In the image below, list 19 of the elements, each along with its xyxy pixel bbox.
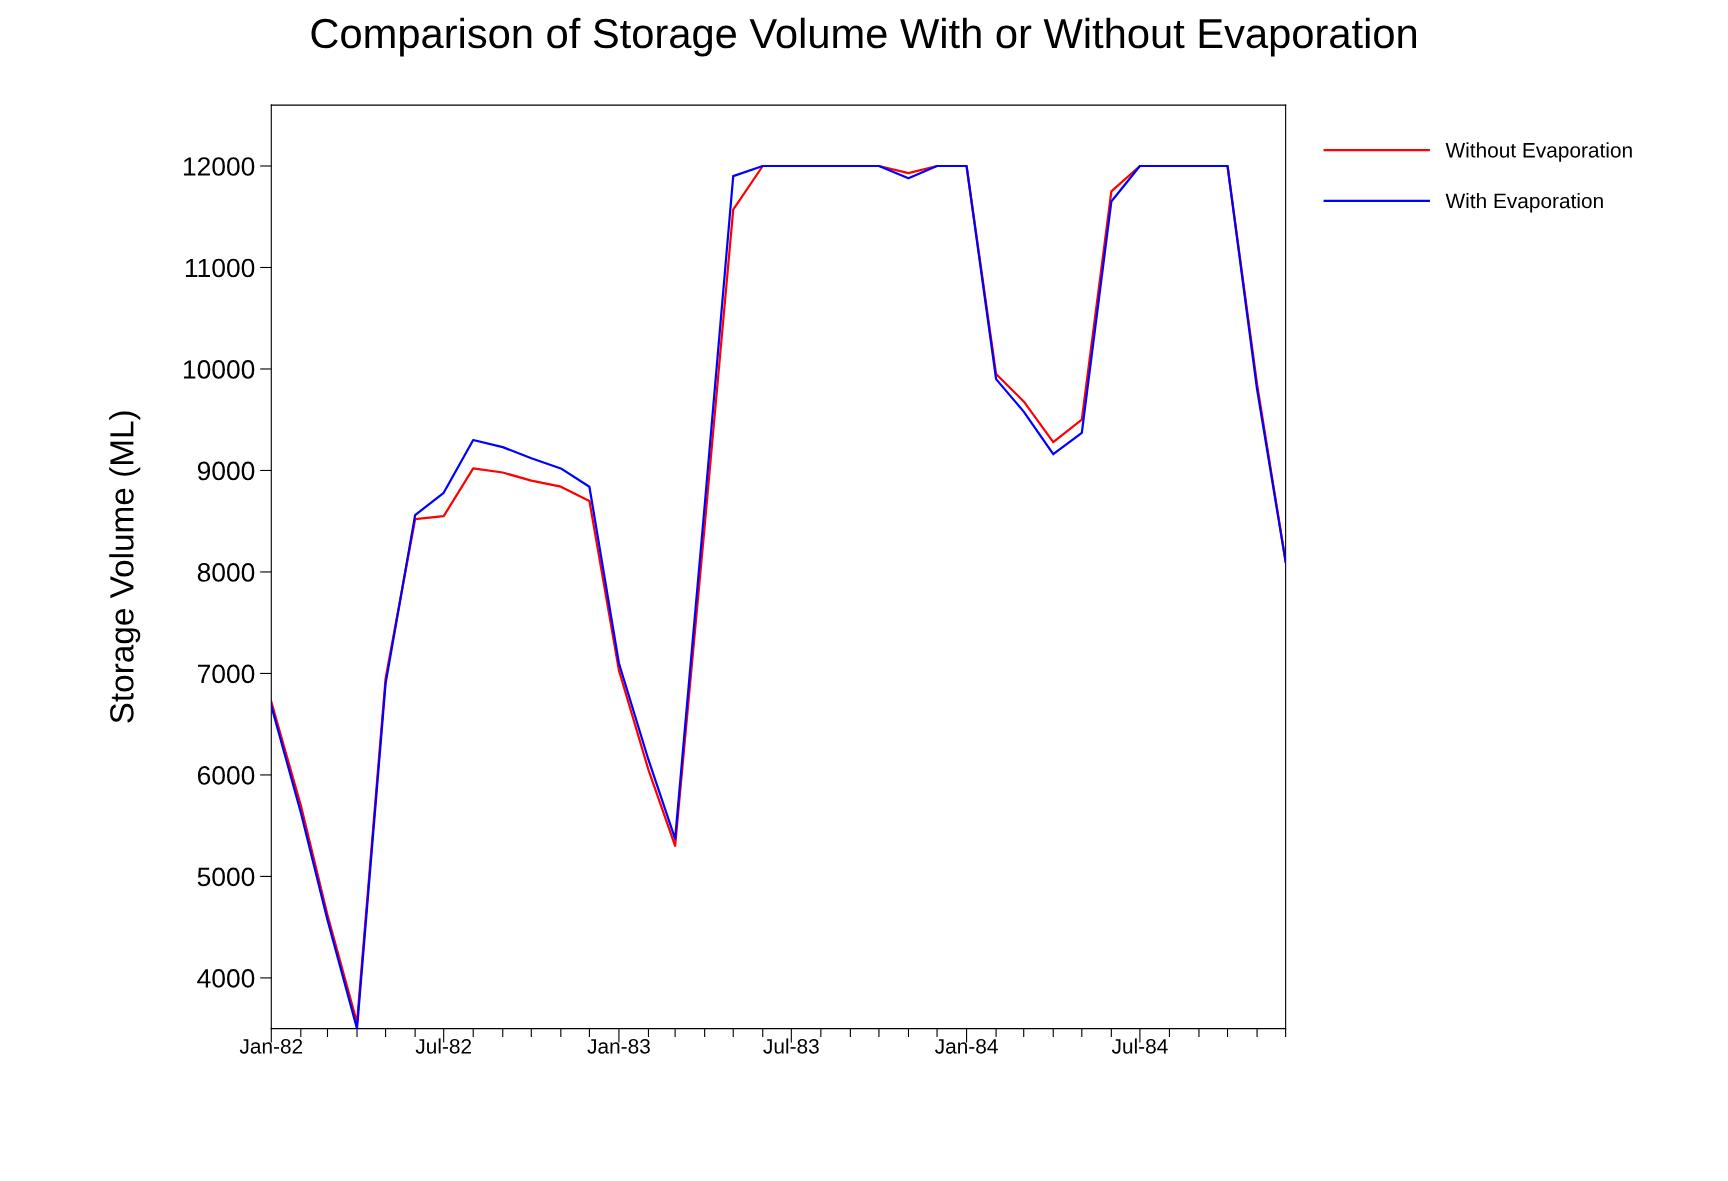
y-tick-label: 8000 — [197, 563, 255, 582]
y-tick-label: 4000 — [197, 969, 255, 988]
y-tick-label: 6000 — [197, 766, 255, 785]
x-tick-label: Jan-83 — [587, 1038, 650, 1054]
chart-title: Comparison of Storage Volume With or Without Evaporation — [311, 17, 1416, 57]
y-tick-label: 12000 — [183, 157, 255, 176]
x-tick-label: Jul-82 — [415, 1038, 472, 1054]
y-tick-label: 10000 — [183, 360, 255, 379]
y-tick-label: 5000 — [197, 867, 255, 887]
y-tick-label: 11000 — [185, 258, 255, 278]
text: With Evaporation — [1445, 193, 1603, 213]
y-tick-label: 7000 — [197, 664, 255, 684]
x-tick-label: Jul-84 — [1111, 1038, 1168, 1054]
x-tick-label: Jan-84 — [935, 1038, 998, 1054]
y-axis-title: Storage Volume (ML) — [109, 411, 141, 723]
x-tick-label: Jul-83 — [763, 1038, 819, 1054]
text: Without Evaporation — [1445, 142, 1632, 162]
x-tick-label: Jan-82 — [239, 1038, 303, 1054]
y-tick-label: 9000 — [197, 461, 255, 481]
